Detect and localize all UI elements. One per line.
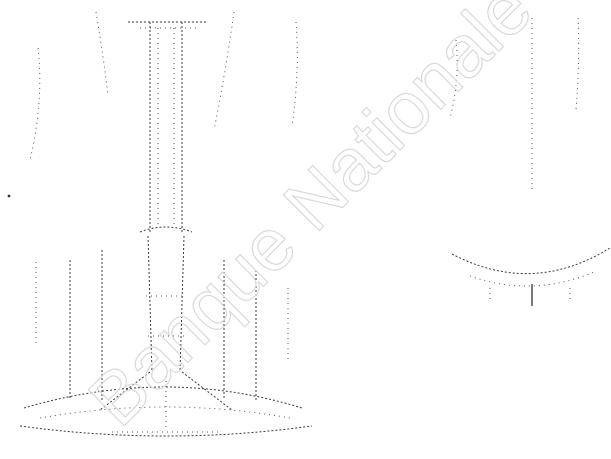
left-upper-curve-1 bbox=[29, 47, 41, 161]
left-base-arc-upper bbox=[23, 386, 303, 409]
left-base-arc-lower bbox=[19, 425, 313, 437]
left-lower-column-left bbox=[147, 235, 153, 373]
left-figure bbox=[7, 11, 313, 437]
left-stray-dot bbox=[7, 194, 11, 198]
left-lower-column-right bbox=[179, 235, 185, 373]
left-collar bbox=[139, 226, 193, 233]
left-base-arc-mid bbox=[39, 406, 291, 419]
left-upper-curve-3 bbox=[213, 11, 235, 131]
left-foot-right bbox=[181, 371, 233, 411]
left-upper-curve-2 bbox=[95, 11, 109, 97]
right-bowl-arc bbox=[451, 247, 611, 274]
right-figure bbox=[449, 17, 611, 306]
right-side-right bbox=[575, 17, 580, 111]
right-bowl-arc-inner bbox=[469, 271, 595, 287]
left-upper-curve-4 bbox=[291, 21, 298, 127]
right-side-left bbox=[449, 39, 458, 119]
left-foot-left bbox=[99, 371, 151, 411]
